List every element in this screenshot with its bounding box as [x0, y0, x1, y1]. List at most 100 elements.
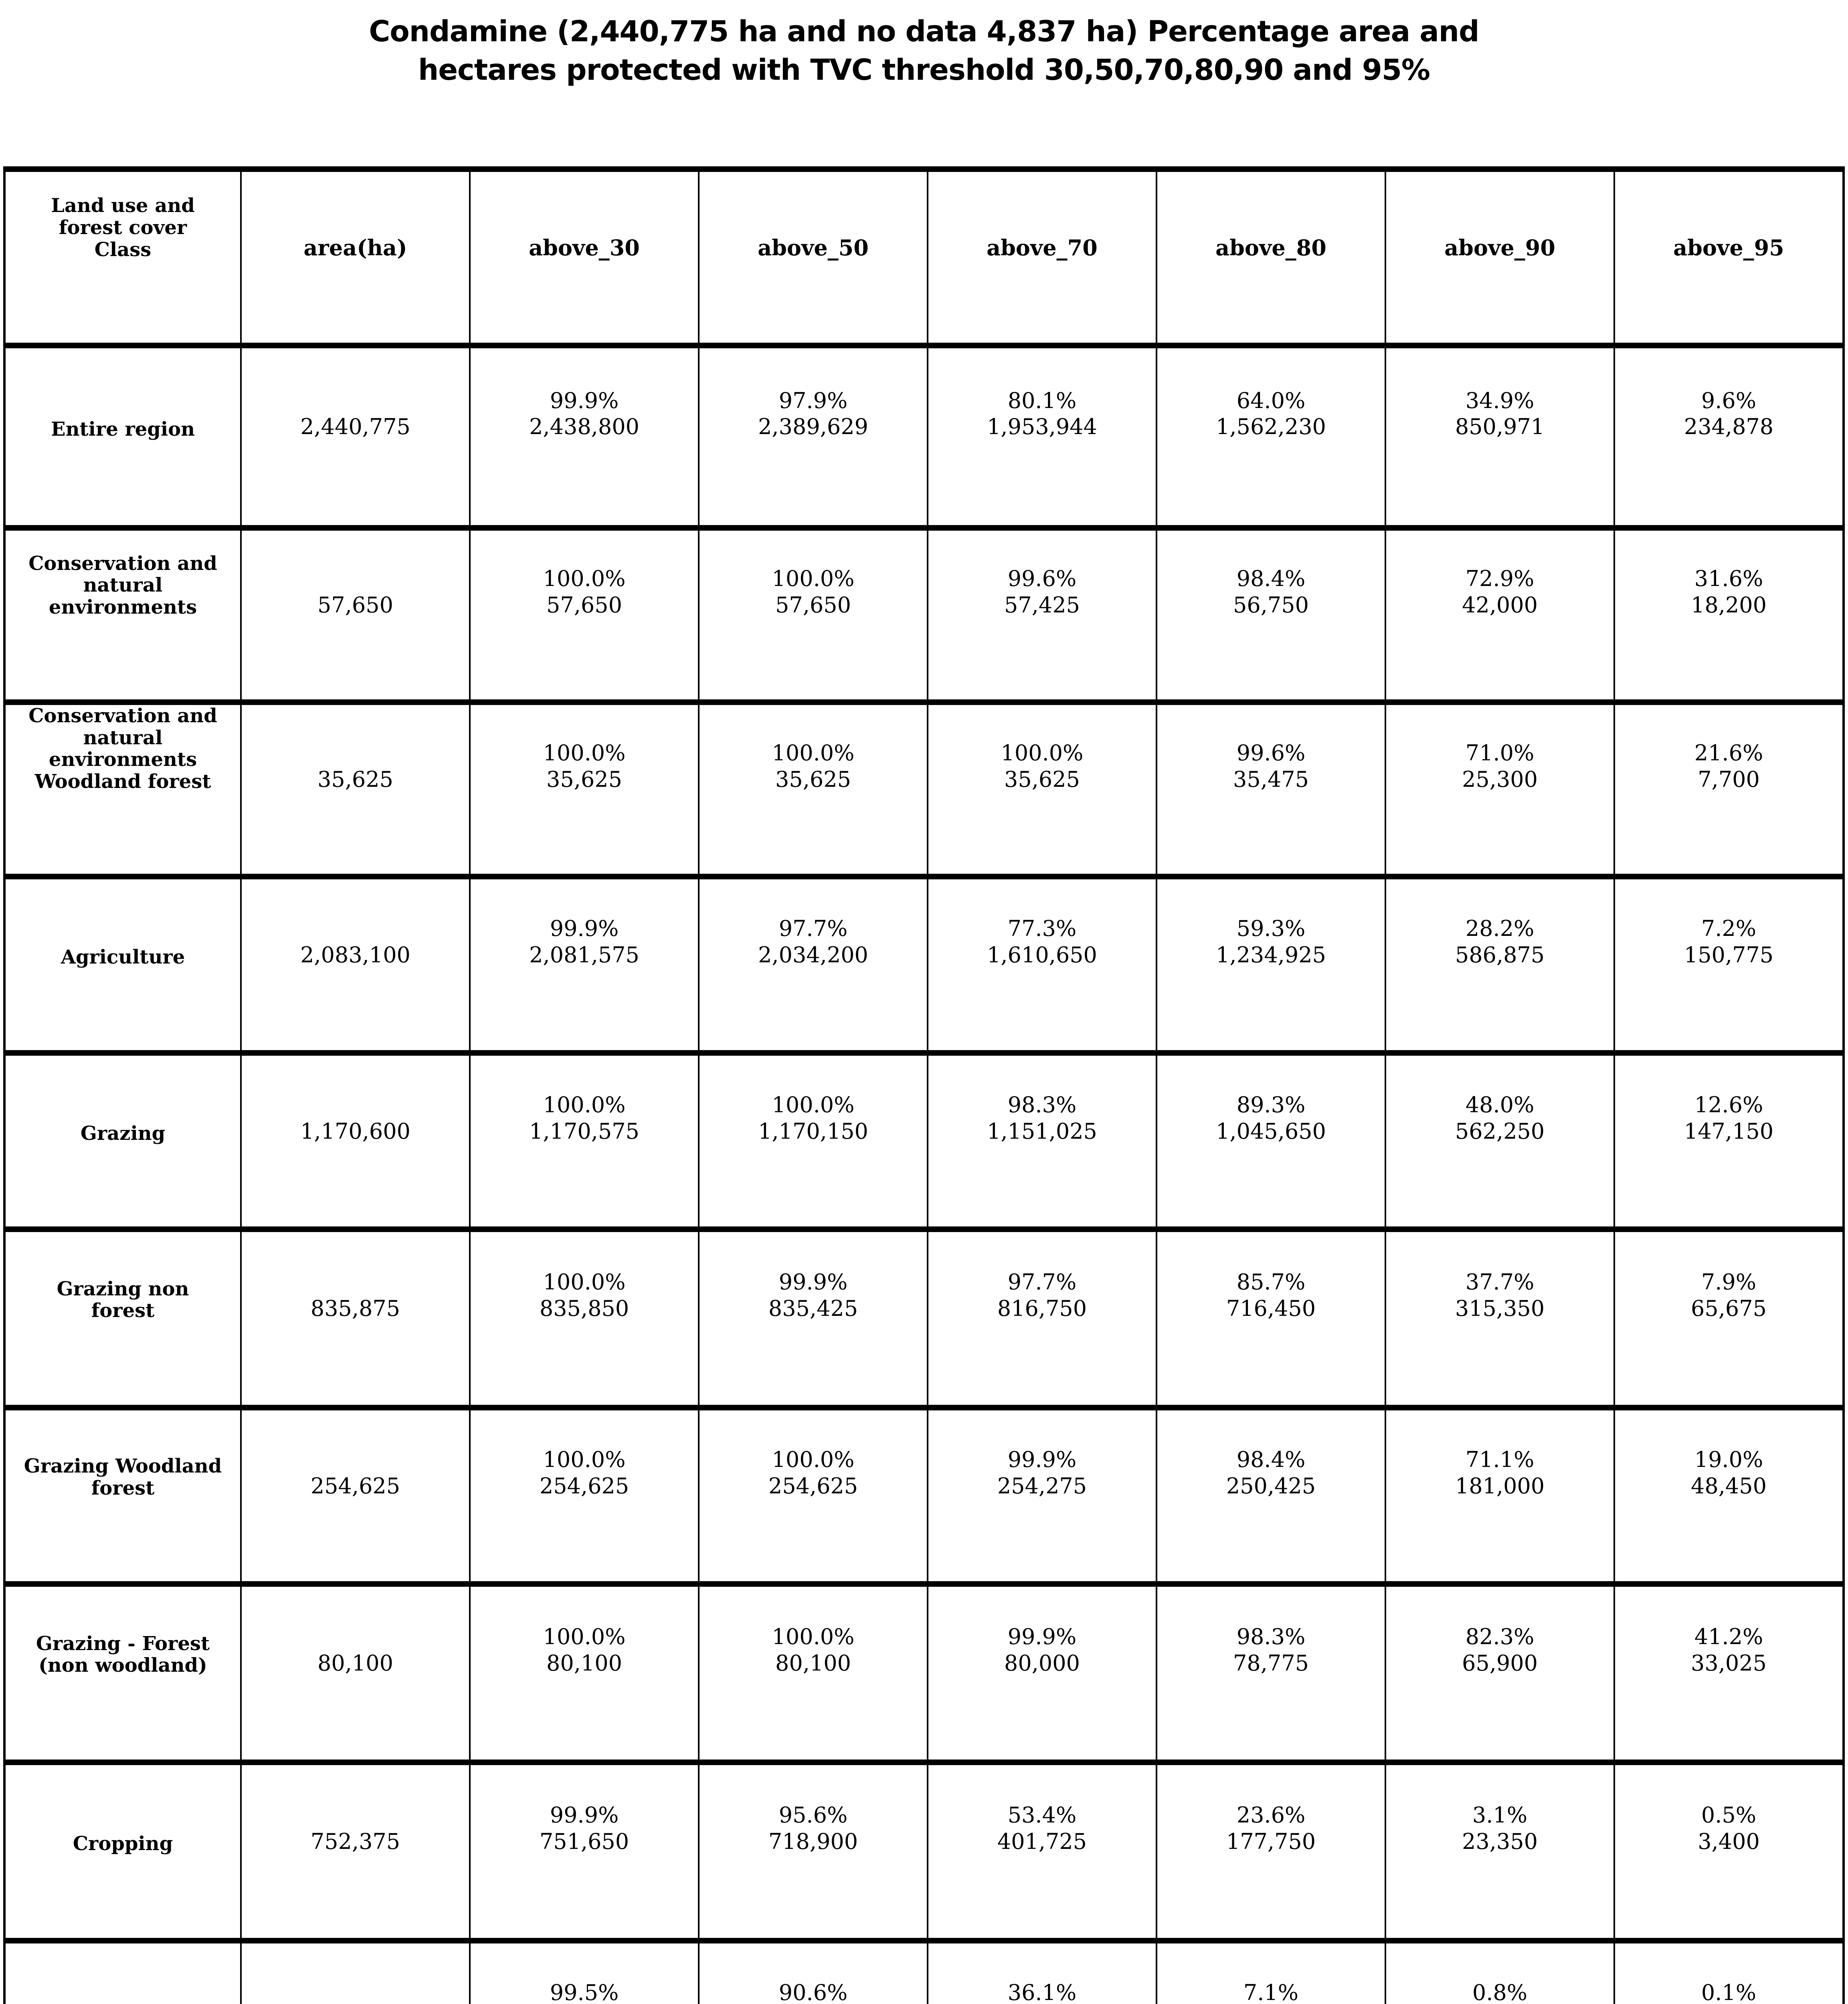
threshold-values: 100.0% 835,850: [471, 1232, 698, 1322]
pct-value: 100.0%: [543, 1269, 626, 1295]
table-row: Conservation and natural environments 57,…: [6, 531, 1842, 705]
threshold-values: 99.9% 835,425: [700, 1232, 927, 1322]
threshold-cell: 100.0% 35,625: [469, 705, 698, 874]
threshold-cell: 82.3% 65,900: [1385, 1587, 1613, 1760]
threshold-values: 100.0% 80,100: [471, 1587, 698, 1677]
threshold-values: 98.3% 1,151,025: [928, 1056, 1156, 1145]
threshold-cell: 99.9% 2,438,800: [469, 348, 698, 525]
table-row: Grazing - Forest (non woodland) 80,100 100…: [6, 1587, 1842, 1765]
pct-value: 80.1%: [1007, 388, 1077, 413]
threshold-cell: 37.7% 315,350: [1385, 1232, 1613, 1405]
threshold-values: 12.6% 147,150: [1615, 1056, 1842, 1145]
row-label-cell: Conservation and natural environments Wo…: [6, 705, 240, 874]
threshold-cell: 99.6% 35,475: [1156, 705, 1385, 874]
threshold-cell: 59.3% 1,234,925: [1156, 879, 1385, 1050]
pct-value: 100.0%: [543, 1446, 626, 1472]
page-title-line1: Condamine (2,440,775 ha and no data 4,83…: [369, 14, 1479, 48]
ha-value: 3,400: [1698, 1829, 1760, 1855]
ha-value: 80,100: [775, 1650, 851, 1676]
threshold-values: 9.6% 234,878: [1615, 348, 1842, 440]
pct-value: 99.9%: [1007, 1446, 1077, 1472]
area-cell: 35,625: [240, 705, 469, 874]
threshold-cell: 98.4% 56,750: [1156, 531, 1385, 699]
threshold-values: 99.6% 35,475: [1157, 705, 1385, 793]
area-value: 2,083,100: [300, 942, 410, 968]
area-value: 752,375: [310, 1829, 400, 1855]
area-cell: 80,100: [240, 1587, 469, 1760]
threshold-values: 99.9% 80,000: [928, 1587, 1156, 1677]
threshold-values: 100.0% 57,650: [471, 531, 698, 618]
threshold-cell: 71.1% 181,000: [1385, 1410, 1613, 1581]
threshold-cell: 28.2% 586,875: [1385, 879, 1613, 1050]
threshold-cell: 99.6% 57,425: [927, 531, 1156, 699]
row-label-cell: Grazing - Forest (non woodland): [6, 1587, 240, 1760]
threshold-cell: 9.6% 234,878: [1613, 348, 1842, 525]
area-value: 835,875: [310, 1296, 400, 1321]
threshold-values: 100.0% 35,625: [928, 705, 1156, 793]
threshold-values: 21.6% 7,700: [1615, 705, 1842, 793]
ha-value: 586,875: [1455, 942, 1545, 968]
area-value: 57,650: [317, 592, 393, 618]
ha-value: 254,625: [539, 1473, 629, 1499]
ha-value: 57,425: [1004, 592, 1080, 618]
pct-value: 3.1%: [1472, 1802, 1528, 1828]
pct-value: 90.6%: [778, 1980, 848, 2004]
threshold-values: 71.0% 25,300: [1386, 705, 1613, 793]
ha-value: 1,234,925: [1216, 942, 1326, 968]
threshold-cell: 41.2% 33,025: [1613, 1587, 1842, 1760]
threshold-cell: 99.9% 751,650: [469, 1765, 698, 1938]
ha-value: 35,625: [1004, 767, 1080, 792]
pct-value: 7.2%: [1701, 915, 1757, 941]
threshold-cell: 0.1%200: [1613, 1943, 1842, 2004]
threshold-cell: 100.0% 254,625: [698, 1410, 927, 1581]
ha-value: 835,850: [539, 1296, 629, 1321]
threshold-cell: 36.1%57,650: [927, 1943, 1156, 2004]
threshold-values: 41.2% 33,025: [1615, 1587, 1842, 1677]
table-row: Grazing Woodland forest 254,625 100.0% 254,…: [6, 1410, 1842, 1587]
pct-value: 34.9%: [1465, 388, 1535, 413]
ha-value: 250,425: [1226, 1473, 1316, 1499]
pct-value: 89.3%: [1236, 1092, 1306, 1117]
ha-value: 315,350: [1455, 1296, 1545, 1321]
area-value: 2,440,775: [300, 414, 410, 440]
ha-value: 1,953,944: [987, 414, 1097, 440]
pct-value: 85.7%: [1236, 1269, 1306, 1295]
pct-value: 36.1%: [1007, 1980, 1077, 2004]
pct-value: 53.4%: [1007, 1802, 1077, 1828]
table-row: Irrigation159,85099.5%159,07590.6%144,87…: [6, 1943, 1842, 2004]
header-above-30: above_30: [469, 172, 698, 343]
threshold-cell: 0.8%1,200: [1385, 1943, 1613, 2004]
ha-value: 562,250: [1455, 1118, 1545, 1144]
threshold-values: 0.1%200: [1615, 1943, 1842, 2004]
threshold-values: 31.6% 18,200: [1615, 531, 1842, 618]
ha-value: 65,900: [1462, 1650, 1538, 1676]
threshold-cell: 12.6% 147,150: [1613, 1056, 1842, 1226]
threshold-values: 7.2% 150,775: [1615, 879, 1842, 968]
ha-value: 850,971: [1455, 414, 1545, 440]
threshold-cell: 80.1% 1,953,944: [927, 348, 1156, 525]
ha-value: 35,475: [1233, 767, 1309, 792]
threshold-cell: 85.7% 716,450: [1156, 1232, 1385, 1405]
threshold-values: 99.9% 751,650: [471, 1765, 698, 1855]
row-label: Agriculture: [61, 945, 185, 968]
pct-value: 9.6%: [1701, 388, 1757, 413]
area-value: 1,170,600: [300, 1118, 410, 1144]
threshold-values: 100.0% 1,170,575: [471, 1056, 698, 1145]
ha-value: 80,100: [546, 1650, 622, 1676]
threshold-values: 34.9% 850,971: [1386, 348, 1613, 440]
threshold-cell: 100.0% 254,625: [469, 1410, 698, 1581]
threshold-cell: 97.7% 816,750: [927, 1232, 1156, 1405]
pct-value: 7.9%: [1701, 1269, 1757, 1295]
pct-value: 71.1%: [1465, 1446, 1535, 1472]
ha-value: 56,750: [1233, 592, 1309, 618]
ha-value: 718,900: [768, 1829, 858, 1855]
ha-value: 23,350: [1462, 1829, 1538, 1855]
threshold-cell: 100.0% 80,100: [469, 1587, 698, 1760]
threshold-values: 98.4% 250,425: [1157, 1410, 1385, 1499]
threshold-cell: 89.3% 1,045,650: [1156, 1056, 1385, 1226]
area-cell: 159,850: [240, 1943, 469, 2004]
pct-value: 98.4%: [1236, 566, 1306, 592]
pct-value: 0.5%: [1701, 1802, 1757, 1828]
threshold-cell: 100.0% 1,170,575: [469, 1056, 698, 1226]
ha-value: 80,000: [1004, 1650, 1080, 1676]
